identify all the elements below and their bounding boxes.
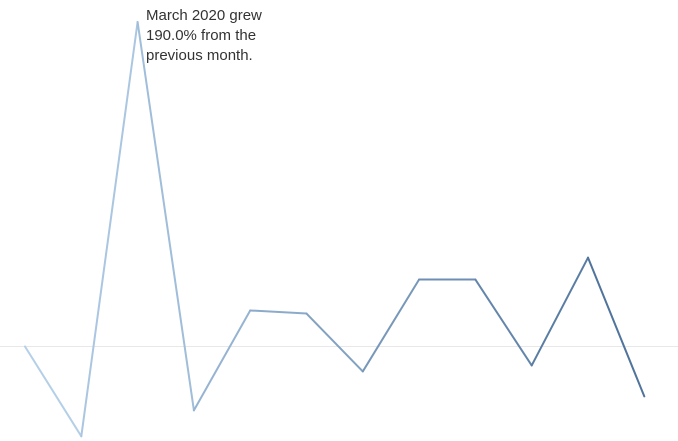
data-point[interactable] (306, 313, 308, 315)
annotation-text: March 2020 grew 190.0% from the previous… (146, 7, 262, 64)
data-point[interactable] (249, 309, 251, 311)
line-segment (530, 256, 589, 367)
line-segment (80, 21, 139, 438)
data-point[interactable] (643, 395, 645, 397)
data-point[interactable] (531, 364, 533, 366)
line-segment (136, 21, 195, 412)
data-point[interactable] (418, 279, 420, 281)
data-point[interactable] (587, 257, 589, 259)
data-point[interactable] (362, 370, 364, 372)
data-point[interactable] (193, 409, 195, 411)
line-segment (192, 309, 252, 412)
line-segment (24, 345, 83, 438)
line-segment (474, 278, 533, 367)
line-segment (587, 256, 646, 398)
data-point[interactable] (80, 435, 82, 437)
line-segment (305, 312, 364, 373)
data-point[interactable] (474, 279, 476, 281)
data-point[interactable] (24, 345, 26, 347)
line-segment (361, 278, 421, 373)
line-segment (249, 309, 308, 315)
data-point[interactable] (137, 21, 139, 23)
